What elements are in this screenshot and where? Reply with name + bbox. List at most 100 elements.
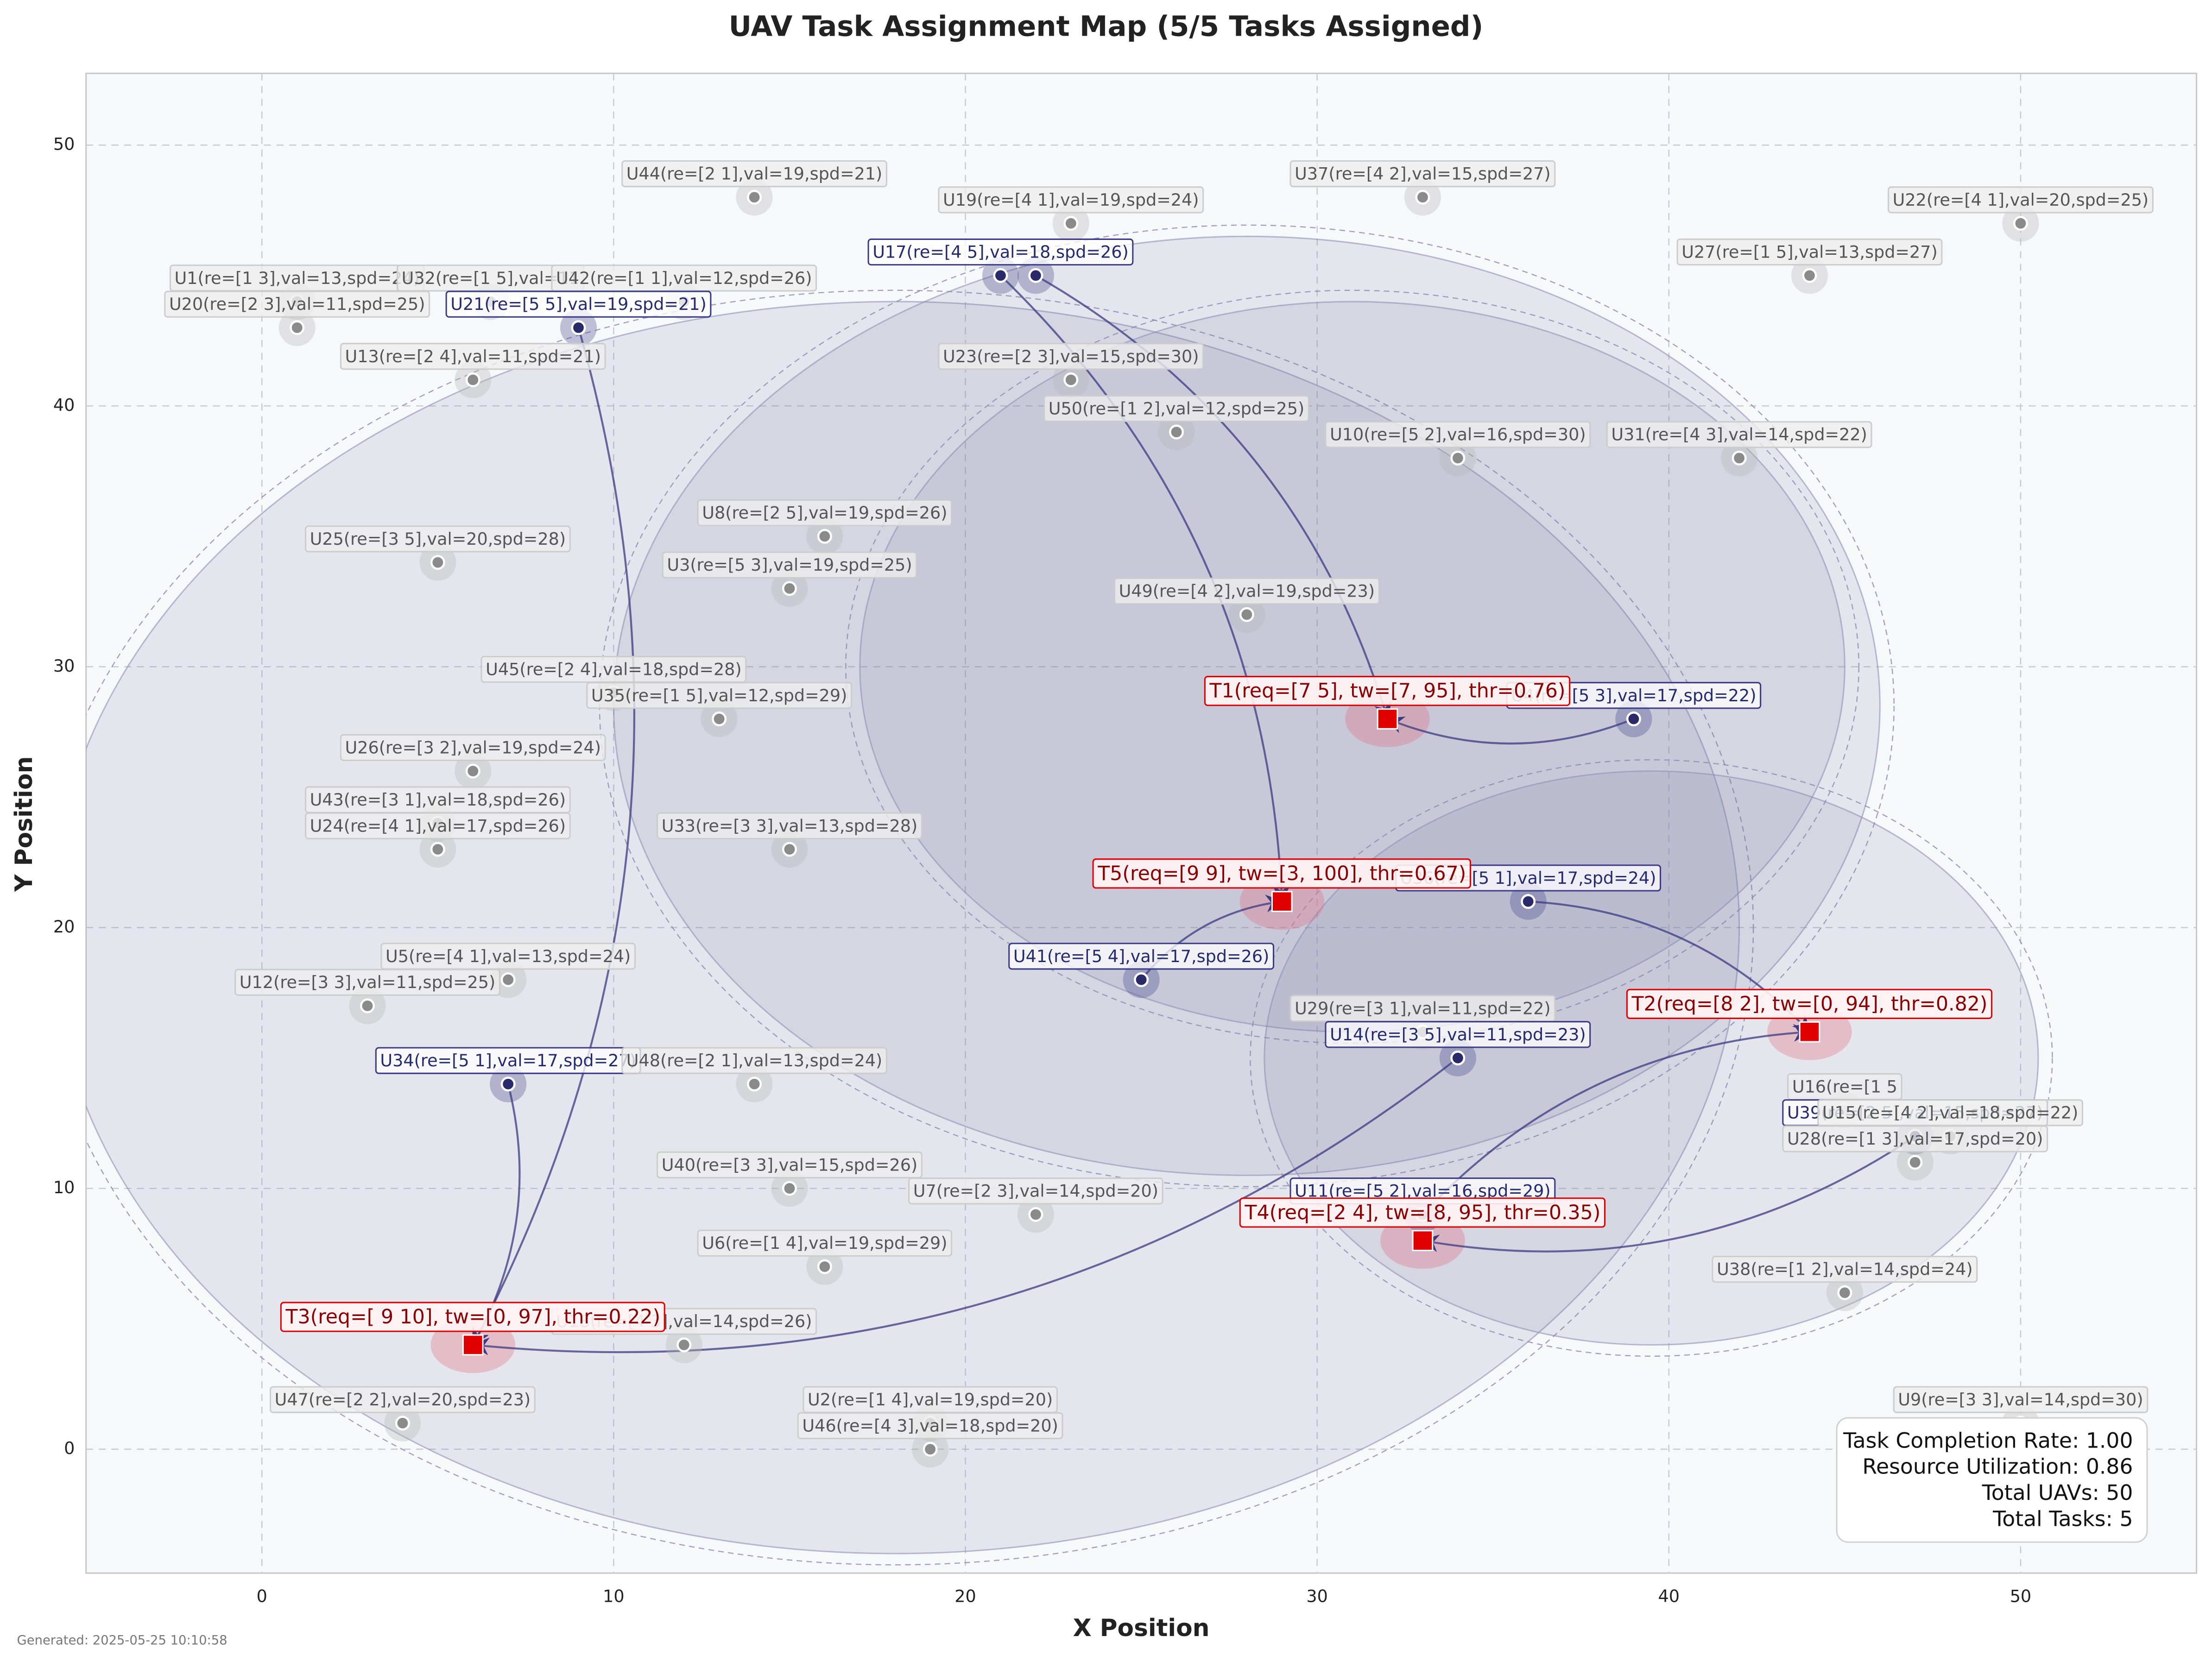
task-label-box xyxy=(1092,858,1471,889)
uav-label-box xyxy=(908,1177,1163,1205)
uav-label-group: U33(re=[3 3],val=13,spd=28) xyxy=(657,812,923,839)
uav-point xyxy=(1063,216,1079,231)
task-label: T1(req=[7 5], tw=[7, 95], thr=0.76) xyxy=(1209,680,1566,703)
task-label: T3(req=[ 9 10], tw=[0, 97], thr=0.22) xyxy=(285,1305,660,1328)
uav-label-group: U6(re=[1 4],val=19,spd=29) xyxy=(697,1229,953,1257)
range-outline xyxy=(1250,759,2053,1357)
uav-point xyxy=(1134,972,1149,988)
uav-label: U10(re=[5 2],val=16,spd=30) xyxy=(1330,425,1586,445)
uav-point xyxy=(747,1077,762,1092)
assignment-arrow xyxy=(472,327,636,1347)
uav-point xyxy=(1837,1285,1852,1300)
uav-point xyxy=(1908,1155,1923,1170)
uav-label: U47(re=[2 2],val=20,spd=23) xyxy=(275,1390,531,1410)
uav-label: U21(re=[5 5],val=19,spd=21) xyxy=(450,294,707,314)
uav-point xyxy=(747,189,762,205)
x-tick-label: 10 xyxy=(603,1586,624,1606)
uav-point xyxy=(571,320,586,335)
uav-label: U44(re=[2 1],val=19,spd=21) xyxy=(626,164,883,184)
uav-label-group: U24(re=[4 1],val=17,spd=26) xyxy=(304,812,571,839)
y-tick-label: 0 xyxy=(64,1438,75,1458)
uav-label: U12(re=[3 3],val=11,spd=25) xyxy=(240,972,496,992)
uav-point xyxy=(1028,268,1043,283)
uav-label-group: U27(re=[1 5],val=13,spd=27) xyxy=(1676,238,1943,266)
uav-label-group: U22(re=[4 1],val=20,spd=25) xyxy=(1888,186,2154,214)
uav-label: U1(re=[1 3],val=13,spd=24) xyxy=(175,268,420,288)
task-marker xyxy=(1799,1021,1820,1043)
uav-label: U42(re=[1 1],val=12,spd=26) xyxy=(556,268,812,288)
uav-label: U29(re=[3 1],val=11,spd=22) xyxy=(1295,998,1551,1018)
uav-label-box xyxy=(1893,1386,2149,1413)
footer: Generated: 2025-05-25 10:10:58 xyxy=(17,1633,228,1648)
uav-label: U7(re=[2 3],val=14,spd=20) xyxy=(913,1181,1158,1201)
x-tick-label: 50 xyxy=(2010,1586,2031,1606)
uav-label: U26(re=[3 2],val=19,spd=24) xyxy=(345,737,601,757)
x-tick-label: 20 xyxy=(954,1586,976,1606)
uav-point xyxy=(1450,450,1466,466)
task-label-group: T1(req=[7 5], tw=[7, 95], thr=0.76) xyxy=(1204,676,1571,706)
uav-label-box xyxy=(938,343,1204,370)
uav-label-box xyxy=(445,290,712,318)
uav-label: U25(re=[3 5],val=20,spd=28) xyxy=(310,529,566,549)
uav-label-group: U26(re=[3 2],val=19,spd=24) xyxy=(340,734,606,762)
chart-title: UAV Task Assignment Map (5/5 Tasks Assig… xyxy=(729,10,1484,43)
uav-label-box xyxy=(340,343,606,370)
uav-label-box xyxy=(586,682,853,709)
stats-line: Total Tasks: 5 xyxy=(1992,1506,2133,1531)
uav-label-group: U10(re=[5 2],val=16,spd=30) xyxy=(1325,421,1591,448)
task-label-group: T5(req=[9 9], tw=[3, 100], thr=0.67) xyxy=(1092,858,1471,889)
uav-label: U46(re=[4 3],val=18,spd=20) xyxy=(802,1416,1058,1435)
uav-label-group: U3(re=[5 3],val=19,spd=25) xyxy=(662,551,917,579)
uav-label: U45(re=[2 4],val=18,spd=28) xyxy=(486,659,742,679)
uav-label: U8(re=[2 5],val=19,spd=26) xyxy=(702,503,947,523)
uav-label: U20(re=[2 3],val=11,spd=25) xyxy=(169,294,425,314)
stats-box-frame xyxy=(1836,1417,2148,1543)
uav-label: U35(re=[1 5],val=12,spd=29) xyxy=(591,686,847,705)
uav-label: U6(re=[1 4],val=19,spd=29) xyxy=(702,1233,947,1253)
uav-label-box xyxy=(657,812,923,839)
uav-point xyxy=(817,529,832,544)
uav-point xyxy=(500,1077,516,1092)
uav-label-group: U34(re=[5 1],val=17,spd=27) xyxy=(375,1047,641,1074)
range-outline xyxy=(845,290,1860,1044)
uav-label-box xyxy=(1676,238,1943,266)
uav-label-box xyxy=(234,969,500,996)
uav-point xyxy=(465,372,480,387)
uav-label-group: U38(re=[1 2],val=14,spd=24) xyxy=(1712,1255,1978,1283)
uav-label: U38(re=[1 2],val=14,spd=24) xyxy=(1717,1259,1973,1279)
uav-label-box xyxy=(380,943,636,970)
assignment-arrow xyxy=(1421,1135,1916,1253)
x-tick-label: 0 xyxy=(257,1586,267,1606)
assignment-arrow xyxy=(1035,274,1391,721)
y-tick-label: 40 xyxy=(53,395,75,415)
uav-label-group: U35(re=[1 5],val=12,spd=29) xyxy=(586,682,853,709)
uav-label: U16(re=[1 5 xyxy=(1792,1077,1897,1096)
uav-label: U2(re=[1 4],val=19,spd=20) xyxy=(808,1390,1053,1410)
uav-label-box xyxy=(657,1151,923,1178)
uav-label-group: U44(re=[2 1],val=19,spd=21) xyxy=(621,160,887,188)
uav-label-box xyxy=(697,499,953,527)
uav-point xyxy=(782,842,797,857)
uav-point xyxy=(676,1337,692,1353)
task-label-group: T2(req=[8 2], tw=[0, 94], thr=0.82) xyxy=(1626,988,1993,1019)
uav-label-group: U47(re=[2 2],val=20,spd=23) xyxy=(270,1386,536,1413)
task-label-box xyxy=(1204,676,1571,706)
uav-label-box xyxy=(304,812,571,839)
uav-label: U34(re=[5 1],val=17,spd=27) xyxy=(380,1051,636,1070)
uav-point xyxy=(1415,189,1430,205)
uav-label-group: U41(re=[5 4],val=17,spd=26) xyxy=(1008,943,1275,970)
stats-line: Task Completion Rate: 1.00 xyxy=(1843,1428,2133,1453)
uav-label: U43(re=[3 1],val=18,spd=26) xyxy=(310,790,566,810)
uav-label: U9(re=[3 3],val=14,spd=30) xyxy=(1898,1390,2143,1410)
uav-label-group: U20(re=[2 3],val=11,spd=25) xyxy=(164,290,430,318)
uav-label-group: U43(re=[3 1],val=18,spd=26) xyxy=(304,786,571,813)
uav-point xyxy=(290,320,305,335)
uav-point xyxy=(782,1181,797,1196)
uav-label: U17(re=[4 5],val=18,spd=26) xyxy=(872,242,1129,262)
assignment-arrow xyxy=(471,1057,1459,1355)
uav-label-box xyxy=(1289,160,1556,188)
uav-label: U40(re=[3 3],val=15,spd=26) xyxy=(662,1155,918,1175)
task-label: T4(req=[2 4], tw=[8, 95], thr=0.35) xyxy=(1244,1201,1600,1224)
range-area xyxy=(86,301,1740,1554)
